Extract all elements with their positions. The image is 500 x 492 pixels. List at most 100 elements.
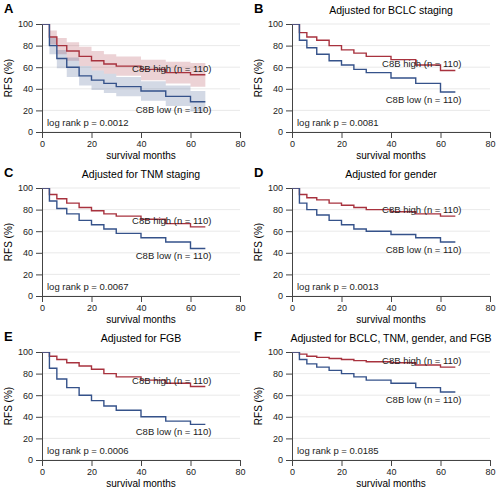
tick-mark xyxy=(36,253,42,254)
tick: 0 xyxy=(290,132,295,149)
tick-mark xyxy=(36,417,42,418)
title: Adjusted for TNM staging xyxy=(82,168,200,180)
x-axis-label: survival months xyxy=(106,478,175,489)
tick-label: 0 xyxy=(290,467,295,477)
y-axis-line xyxy=(292,189,293,297)
tick-mark xyxy=(286,67,292,68)
series-label: C8B high (n = 110) xyxy=(382,204,461,215)
tick-mark xyxy=(441,460,442,466)
tick: 100 xyxy=(18,19,42,29)
panel: 020406080020406080100survival monthsRFS … xyxy=(3,1,246,161)
grid-line xyxy=(292,373,490,374)
series-label: C8B high (n = 110) xyxy=(382,355,461,366)
tick-mark xyxy=(286,417,292,418)
tick-mark xyxy=(191,132,192,138)
tick-mark xyxy=(36,231,42,232)
tick-label: 0 xyxy=(40,139,45,149)
tick-mark xyxy=(441,296,442,302)
tick-mark xyxy=(490,132,491,138)
tick-mark xyxy=(292,296,293,302)
tick-mark xyxy=(42,296,43,302)
tick: 40 xyxy=(136,132,146,149)
tick-label: 100 xyxy=(268,183,283,193)
tick-label: 80 xyxy=(23,205,33,215)
series-label: C8B high (n = 110) xyxy=(382,58,461,69)
tick-label: 60 xyxy=(436,467,446,477)
grid xyxy=(292,352,490,460)
tick-mark xyxy=(240,460,241,466)
tick: 40 xyxy=(273,248,292,258)
tick-label: 60 xyxy=(23,63,33,73)
tick: 40 xyxy=(386,132,396,149)
grid-line xyxy=(292,88,490,89)
tick: 60 xyxy=(23,391,42,401)
series-label: C8B low (n = 110) xyxy=(386,394,462,405)
tick-mark xyxy=(342,132,343,138)
y-axis: 020406080100 xyxy=(18,183,43,301)
tick-label: 40 xyxy=(23,412,33,422)
tick-mark xyxy=(36,110,42,111)
grid-line xyxy=(292,110,490,111)
x-axis-label: survival months xyxy=(356,150,425,161)
title: Adjusted for gender xyxy=(345,168,437,180)
tick-mark xyxy=(36,188,42,189)
y-axis-line xyxy=(292,25,293,133)
tick: 80 xyxy=(235,296,245,313)
tick: 100 xyxy=(18,347,42,357)
tick: 60 xyxy=(436,132,446,149)
tick: 0 xyxy=(28,455,42,465)
x-axis: 020406080 xyxy=(290,296,496,313)
tick-label: 60 xyxy=(273,227,283,237)
tick-mark xyxy=(286,460,292,461)
tick-mark xyxy=(286,89,292,90)
grid-line xyxy=(292,274,490,275)
tick: 80 xyxy=(23,41,42,51)
tick: 80 xyxy=(23,369,42,379)
tick-label: 20 xyxy=(87,303,97,313)
tick-label: 40 xyxy=(273,84,283,94)
tick-mark xyxy=(391,296,392,302)
annotation: log rank p = 0.0185 xyxy=(297,445,379,456)
tick-label: 60 xyxy=(186,467,196,477)
tick: 100 xyxy=(268,347,292,357)
tick-label: 100 xyxy=(18,183,33,193)
title: Adjusted for BCLC, TNM, gender, and FGB xyxy=(290,332,491,344)
tick: 40 xyxy=(136,460,146,477)
tick-label: 0 xyxy=(28,455,33,465)
tick-label: 80 xyxy=(485,303,495,313)
plot: 020406080020406080100survival monthsRFS … xyxy=(3,347,246,489)
grid xyxy=(42,188,240,296)
tick: 80 xyxy=(235,460,245,477)
x-axis: 020406080 xyxy=(40,460,246,477)
tick-mark xyxy=(141,296,142,302)
tick-label: 80 xyxy=(273,369,283,379)
tick: 40 xyxy=(273,84,292,94)
tick-mark xyxy=(92,132,93,138)
tick-label: 20 xyxy=(87,139,97,149)
tick-mark xyxy=(36,132,42,133)
tick-mark xyxy=(42,460,43,466)
tick-label: 0 xyxy=(40,303,45,313)
tick: 20 xyxy=(87,296,97,313)
tick-label: 20 xyxy=(273,106,283,116)
tick-label: 60 xyxy=(23,227,33,237)
tick-mark xyxy=(342,460,343,466)
series-label: C8B high (n = 110) xyxy=(132,63,211,74)
tick-mark xyxy=(286,231,292,232)
tick: 0 xyxy=(290,296,295,313)
series-label: C8B low (n = 110) xyxy=(136,426,212,437)
tick-label: 40 xyxy=(386,467,396,477)
y-axis: 020406080100 xyxy=(18,347,43,465)
tick-mark xyxy=(286,188,292,189)
tick: 0 xyxy=(278,455,292,465)
series-label: C8B low (n = 110) xyxy=(136,104,212,115)
plot: 020406080020406080100survival monthsRFS … xyxy=(3,19,246,161)
tick: 20 xyxy=(87,132,97,149)
panel-letter: F xyxy=(254,329,262,344)
tick-label: 80 xyxy=(23,369,33,379)
x-axis: 020406080 xyxy=(290,460,496,477)
panel-letter: E xyxy=(4,329,13,344)
annotation: log rank p = 0.0013 xyxy=(297,281,379,292)
grid-line xyxy=(42,352,240,353)
title: Adjusted for BCLC staging xyxy=(329,4,453,16)
